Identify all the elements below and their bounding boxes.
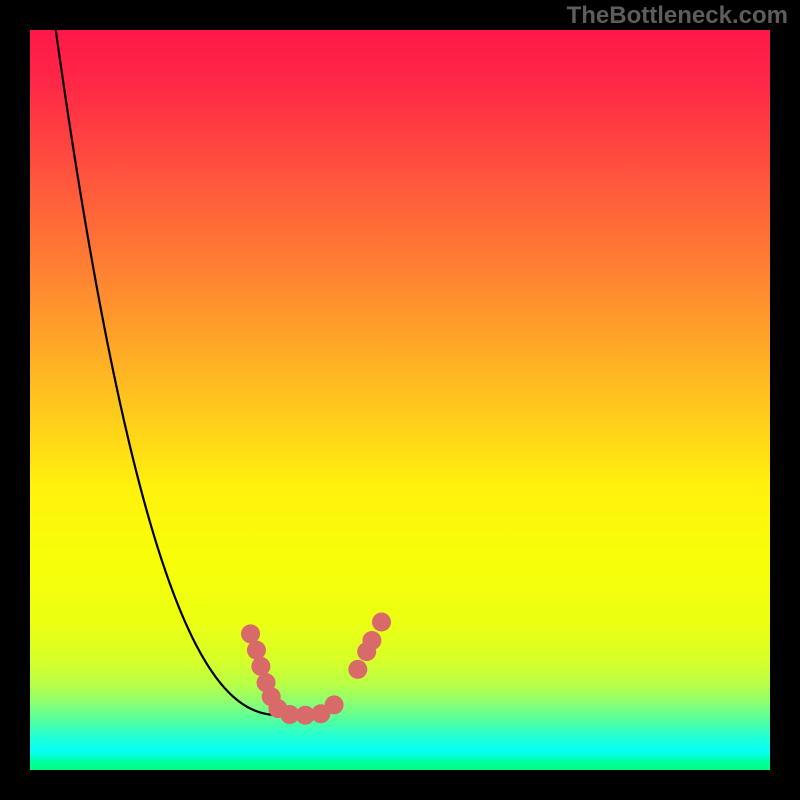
data-point xyxy=(251,657,270,676)
data-point xyxy=(362,631,381,650)
chart-overlay xyxy=(0,0,800,800)
bottleneck-curve-path xyxy=(54,15,281,715)
data-point xyxy=(372,613,391,632)
data-point xyxy=(325,695,344,714)
bottleneck-curve xyxy=(54,15,281,715)
data-point xyxy=(247,641,266,660)
data-points xyxy=(241,613,391,725)
data-point xyxy=(241,624,260,643)
chart-stage: TheBottleneck.com xyxy=(0,0,800,800)
data-point xyxy=(348,660,367,679)
watermark-text: TheBottleneck.com xyxy=(567,2,788,30)
